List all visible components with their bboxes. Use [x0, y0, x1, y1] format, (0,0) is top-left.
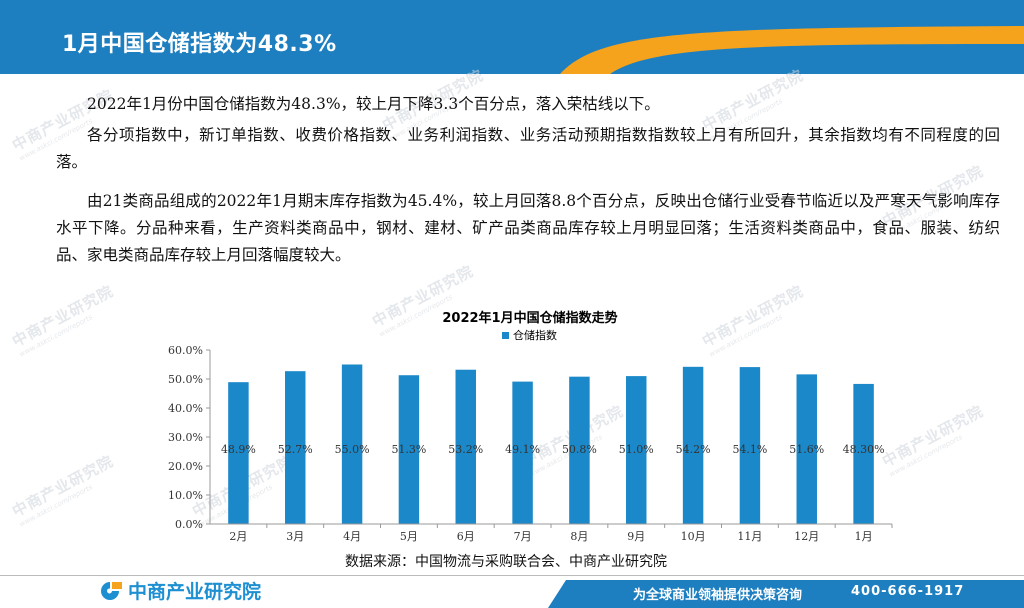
y-tick-label: 60.0%	[168, 344, 203, 357]
footer-logo: 中商产业研究院	[96, 577, 261, 604]
paragraph-subindices: 各分项指数中，新订单指数、收费价格指数、业务利润指数、业务活动预期指数指数较上月…	[56, 126, 1000, 171]
data-label: 51.6%	[789, 443, 824, 456]
bar	[682, 366, 704, 524]
bar	[228, 382, 249, 524]
bar	[285, 371, 306, 524]
x-tick-label: 8月	[570, 530, 588, 543]
paragraph-summary: 2022年1月份中国仓储指数为48.3%，较上月下降3.3个百分点，落入荣枯线以…	[87, 95, 660, 113]
data-label: 51.3%	[391, 443, 426, 456]
page-title: 1月中国仓储指数为48.3%	[62, 32, 337, 57]
x-tick-label: 9月	[627, 530, 645, 543]
header-background	[0, 0, 1024, 74]
bar	[512, 381, 533, 524]
x-tick-label: 6月	[457, 530, 475, 543]
y-tick-label: 10.0%	[168, 489, 203, 502]
paragraph-inventory: 由21类商品组成的2022年1月期末库存指数为45.4%，较上月回落8.8个百分…	[56, 192, 1000, 264]
data-source: 数据来源：中国物流与采购联合会、中商产业研究院	[345, 554, 667, 570]
x-tick-label: 7月	[514, 530, 532, 543]
data-label: 54.1%	[732, 443, 767, 456]
legend-swatch	[502, 332, 509, 339]
data-label: 48.9%	[221, 443, 256, 456]
data-label: 51.0%	[619, 443, 654, 456]
header-banner: 1月中国仓储指数为48.3%	[0, 0, 1024, 74]
data-label: 53.2%	[448, 443, 483, 456]
chart-title: 2022年1月中国仓储指数走势	[442, 310, 617, 326]
footer-slogan: 为全球商业领袖提供决策咨询	[633, 588, 803, 603]
bar	[796, 374, 817, 524]
y-tick-label: 30.0%	[168, 431, 203, 444]
watermark-text: 中商产业研究院	[9, 282, 117, 351]
footer-divider	[0, 575, 1024, 576]
x-tick-label: 10月	[681, 530, 706, 543]
x-tick-label: 3月	[286, 530, 304, 543]
x-tick-label: 4月	[343, 530, 361, 543]
bar	[341, 364, 363, 524]
legend-label: 仓储指数	[513, 328, 557, 342]
footer-phone: 400-666-1917	[851, 584, 965, 599]
bar	[739, 367, 761, 524]
watermark-text: 中商产业研究院	[9, 452, 117, 521]
bar	[455, 369, 476, 524]
data-label: 54.2%	[676, 443, 711, 456]
y-tick-label: 40.0%	[168, 402, 203, 415]
x-tick-label: 5月	[400, 530, 418, 543]
bar	[569, 376, 590, 524]
x-axis: 2月 3月 4月 5月 6月 7月 8月 9月 10月 11月 12月 1月	[210, 523, 893, 543]
data-label: 55.0%	[335, 443, 370, 456]
bars-group	[228, 364, 874, 524]
logo-text: 中商产业研究院	[128, 581, 262, 603]
bar-chart: 2022年1月中国仓储指数走势 仓储指数 0.0% 10.0% 20.0% 30.0%…	[168, 310, 893, 543]
y-tick-label: 0.0%	[175, 518, 203, 531]
bar	[398, 375, 420, 524]
bar	[626, 376, 647, 524]
logo-icon	[101, 581, 122, 600]
footer-bar-background	[548, 580, 1024, 608]
y-axis: 0.0% 10.0% 20.0% 30.0% 40.0% 50.0% 60.0%	[168, 344, 211, 531]
data-label: 50.8%	[562, 443, 597, 456]
x-tick-label: 11月	[737, 530, 762, 543]
x-tick-label: 12月	[794, 530, 819, 543]
x-tick-label: 1月	[855, 530, 873, 543]
footer-bar: 为全球商业领袖提供决策咨询 400-666-1917	[548, 580, 1024, 608]
watermark-sub: www.askci.com/reports	[18, 313, 94, 359]
data-labels-group: 48.9% 52.7% 55.0% 51.3% 53.2% 49.1% 50.8% 51.0%…	[221, 443, 885, 456]
watermark-sub: www.askci.com/reports	[888, 433, 964, 479]
data-label: 48.30%	[843, 443, 885, 456]
data-label: 49.1%	[505, 443, 540, 456]
watermark-sub: www.askci.com/reports	[18, 483, 94, 529]
y-tick-label: 50.0%	[168, 373, 203, 386]
y-tick-label: 20.0%	[168, 460, 203, 473]
bar	[853, 383, 874, 524]
data-label: 52.7%	[278, 443, 313, 456]
x-tick-label: 2月	[229, 530, 247, 543]
